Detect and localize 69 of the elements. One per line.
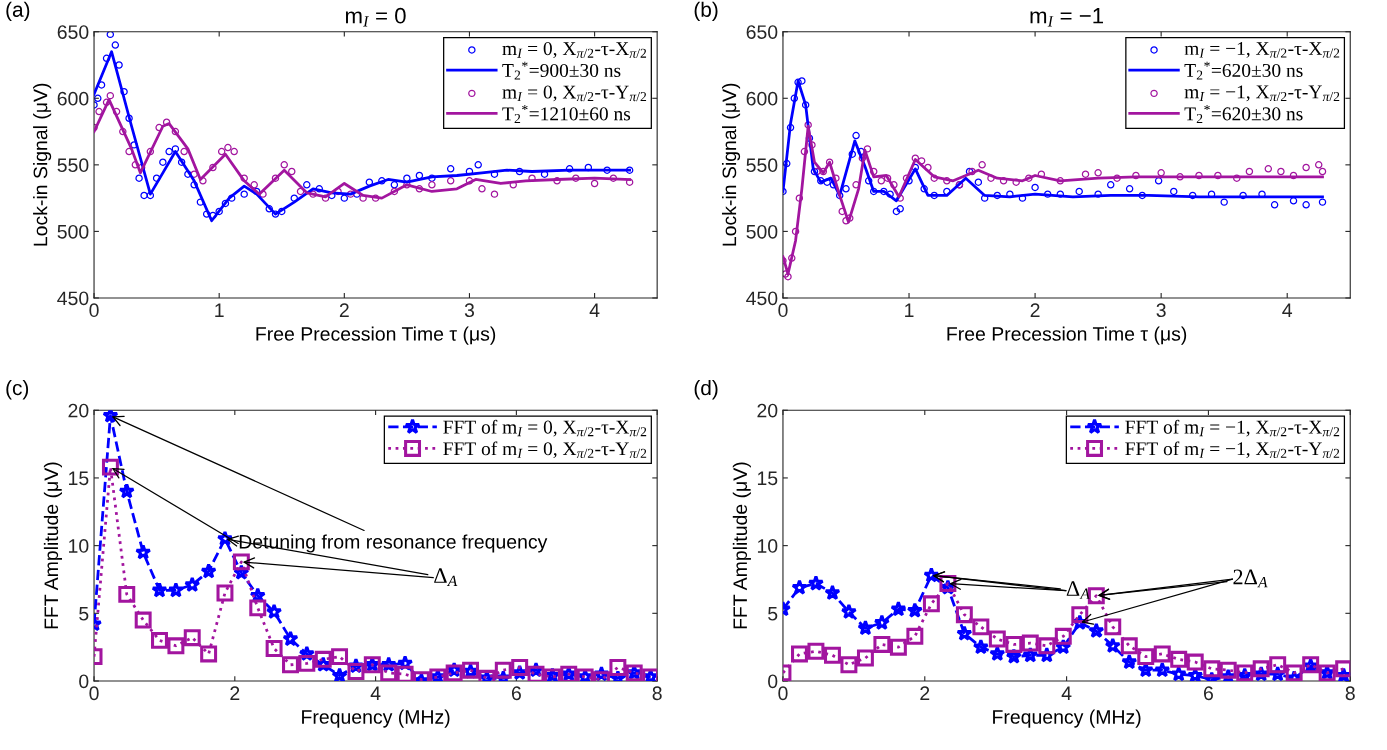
x-tick-label: 1: [215, 303, 224, 317]
x-tick-label: 0: [89, 303, 99, 318]
x-tick-label: 0: [778, 303, 788, 318]
x-tick-label: 2: [230, 686, 240, 700]
y-axis-title: Lock-in Signal (μV): [33, 83, 52, 246]
chart-title: m$_{I}$ = −1: [1030, 8, 1103, 27]
x-tick-label: 6: [511, 686, 521, 701]
y-tick-label: 450: [57, 291, 89, 306]
x-tick-label: 4: [1282, 303, 1293, 317]
legend-label: FFT of m$_{I}$ = 0, X$_{π/2}$-τ-X$_{π/2}$: [443, 419, 647, 437]
y-tick-label: 15: [69, 471, 89, 486]
x-tick-label: 0: [89, 686, 99, 701]
x-tick-label: 4: [1061, 686, 1072, 700]
y-tick-label: 450: [746, 291, 778, 306]
y-tick-label: 10: [69, 539, 89, 553]
y-tick-label: 5: [79, 606, 89, 621]
y-tick-label: 15: [757, 471, 778, 486]
y-tick-label: 5: [768, 606, 778, 621]
y-tick-label: 500: [746, 224, 778, 239]
legend-label: FFT of m$_{I}$ = −1, X$_{π/2}$-τ-Y$_{π/2}$: [1125, 441, 1340, 459]
y-axis-title: FFT Amplitude (μV): [43, 462, 62, 629]
y-axis-title: Lock-in Signal (μV): [721, 83, 741, 246]
legend-label: FFT of m$_{I}$ = 0, X$_{π/2}$-τ-Y$_{π/2}$: [443, 441, 647, 459]
x-tick-label: 2: [920, 686, 930, 700]
text: (c): [6, 380, 29, 400]
text: (d): [694, 380, 718, 400]
legend-label: m$_{I}$ = 0, X$_{π/2}$-τ-X$_{π/2}$: [502, 42, 647, 58]
x-tick-label: 1: [905, 303, 914, 317]
x-tick-label: 4: [589, 303, 600, 317]
x-tick-label: 3: [1156, 303, 1166, 318]
y-tick-label: 650: [57, 25, 89, 39]
y-tick-label: 600: [746, 91, 778, 106]
x-tick-label: 6: [1204, 686, 1213, 701]
annotation: Detuning from resonance frequency: [239, 534, 548, 553]
legend-label: m$_{I}$ = −1, X$_{π/2}$-τ-Y$_{π/2}$: [1184, 85, 1340, 102]
y-tick-label: 10: [757, 539, 778, 553]
x-axis-title: Frequency (MHz): [993, 709, 1141, 728]
y-tick-label: 500: [57, 224, 89, 239]
y-tick-label: 20: [68, 403, 89, 418]
text: (b): [694, 1, 718, 22]
legend-label: T$_{2}$$^{*}$=1210±60 ns: [502, 105, 631, 123]
x-axis-title: Frequency (MHz): [302, 709, 450, 728]
x-tick-label: 8: [1345, 686, 1355, 701]
chart-title: m$_{I}$ = 0: [345, 7, 406, 27]
x-axis-title: Free Precession Time τ (μs): [947, 326, 1187, 345]
y-tick-label: 0: [768, 674, 778, 689]
x-axis-title: Free Precession Time τ (μs): [256, 326, 496, 345]
legend-label: T$_{2}$$^{*}$=620±30 ns: [1184, 61, 1303, 80]
legend-label: T$_{2}$$^{*}$=900±30 ns: [502, 61, 621, 80]
legend-label: m$_{I}$ = 0, X$_{π/2}$-τ-Y$_{π/2}$: [502, 85, 647, 102]
legend-label: m$_{I}$ = −1, X$_{π/2}$-τ-X$_{π/2}$: [1184, 42, 1340, 58]
y-tick-label: 0: [79, 674, 89, 689]
x-tick-label: 2: [339, 303, 349, 317]
y-axis-title: FFT Amplitude (μV): [732, 462, 751, 629]
x-tick-label: 0: [778, 686, 788, 701]
x-tick-label: 8: [652, 686, 662, 701]
x-tick-label: 4: [370, 686, 381, 700]
y-tick-label: 20: [757, 403, 778, 418]
legend-label: FFT of m$_{I}$ = −1, X$_{π/2}$-τ-X$_{π/2}$: [1125, 419, 1340, 437]
y-tick-label: 550: [746, 158, 778, 173]
y-tick-label: 600: [57, 91, 89, 106]
legend-label: T$_{2}$$^{*}$=620±30 ns: [1184, 105, 1303, 123]
annotation: Δ$_{A}$: [434, 568, 458, 586]
annotation: 2Δ$_{A}$: [1233, 569, 1268, 588]
x-tick-label: 2: [1030, 303, 1040, 317]
y-tick-label: 650: [746, 25, 778, 39]
x-tick-label: 3: [464, 303, 475, 318]
y-tick-label: 550: [57, 158, 89, 173]
text: (a): [6, 1, 30, 22]
